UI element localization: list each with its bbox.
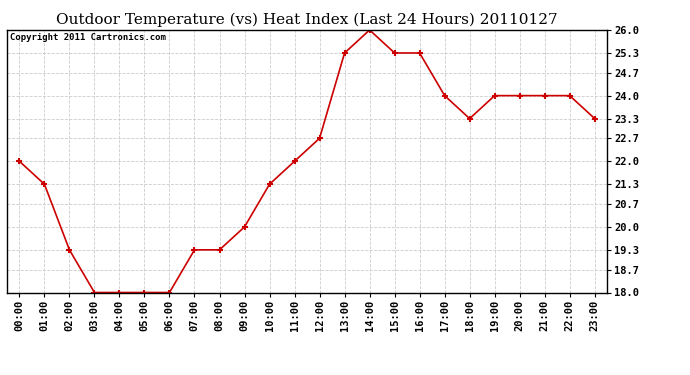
Text: Copyright 2011 Cartronics.com: Copyright 2011 Cartronics.com <box>10 33 166 42</box>
Title: Outdoor Temperature (vs) Heat Index (Last 24 Hours) 20110127: Outdoor Temperature (vs) Heat Index (Las… <box>57 13 558 27</box>
